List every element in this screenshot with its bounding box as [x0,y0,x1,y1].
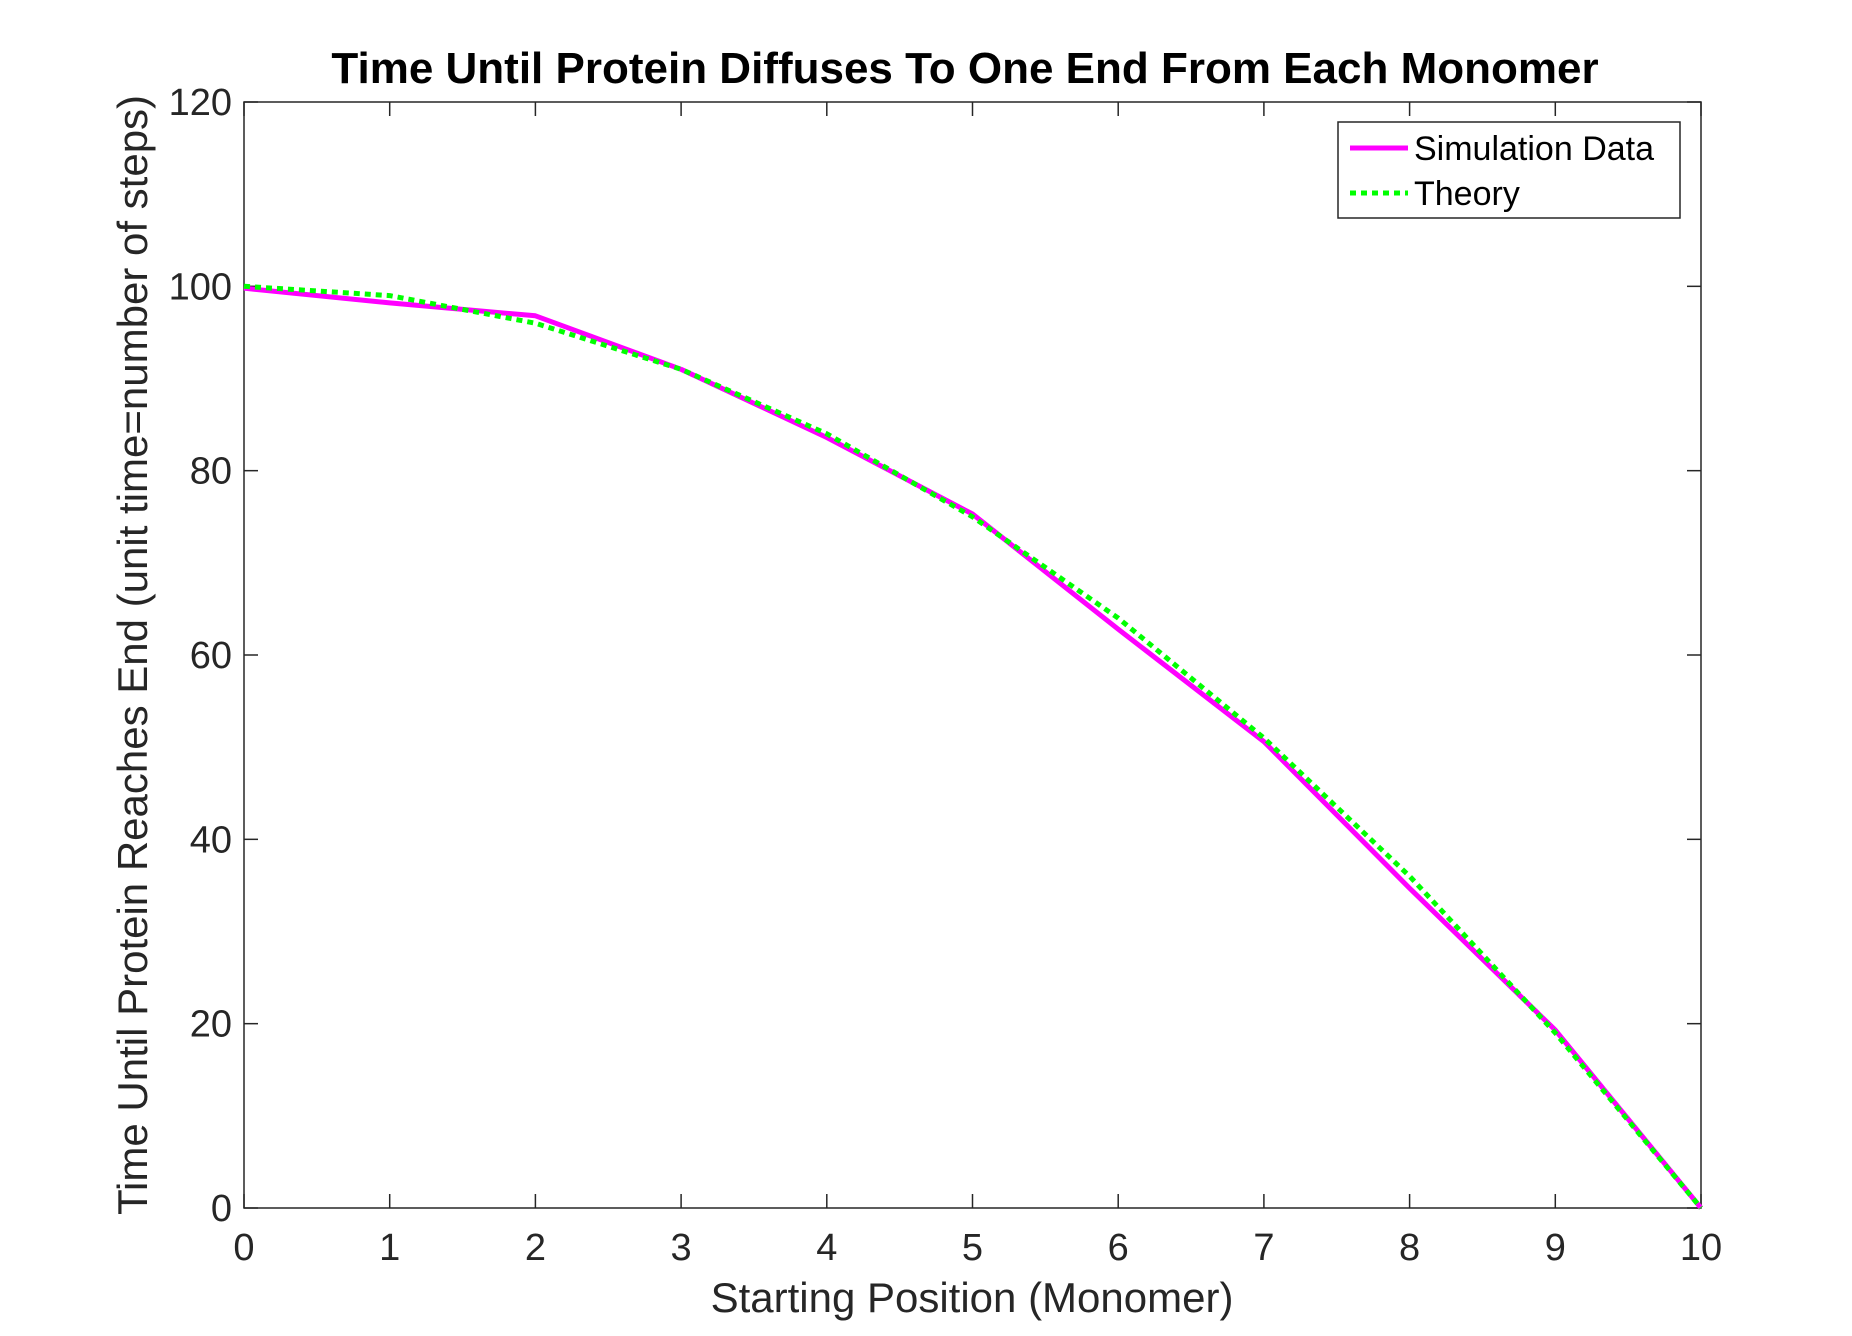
y-tick-label: 60 [190,635,232,677]
x-axis-label: Starting Position (Monomer) [711,1274,1234,1321]
y-tick-label: 40 [190,819,232,861]
y-tick-label: 0 [211,1188,232,1230]
y-axis-ticks: 0 20 40 60 80 100 120 [169,82,1701,1230]
x-tick-label: 0 [233,1227,254,1269]
x-tick-label: 4 [816,1227,837,1269]
x-tick-label: 1 [379,1227,400,1269]
x-axis-ticks: 0 1 2 3 4 5 6 7 8 9 10 [233,102,1722,1269]
x-tick-label: 5 [962,1227,983,1269]
legend-label-simulation-data: Simulation Data [1414,130,1654,168]
chart-title: Time Until Protein Diffuses To One End F… [331,44,1598,93]
x-tick-label: 2 [525,1227,546,1269]
y-axis-label: Time Until Protein Reaches End (unit tim… [109,95,156,1215]
series-line-theory [243,283,1703,1210]
x-tick-label: 7 [1253,1227,1274,1269]
x-tick-label: 8 [1399,1227,1420,1269]
y-tick-label: 120 [169,82,232,124]
legend-label-theory: Theory [1414,175,1520,213]
x-tick-label: 3 [671,1227,692,1269]
x-tick-label: 9 [1545,1227,1566,1269]
y-tick-label: 20 [190,1004,232,1046]
legend: Simulation Data Theory [1337,121,1681,219]
x-tick-label: 6 [1108,1227,1129,1269]
x-tick-label: 10 [1680,1227,1722,1269]
y-tick-label: 100 [169,266,232,308]
legend-box [1337,121,1681,219]
y-tick-label: 80 [190,451,232,493]
plot-area [243,101,1702,1209]
series-lines [243,283,1703,1210]
